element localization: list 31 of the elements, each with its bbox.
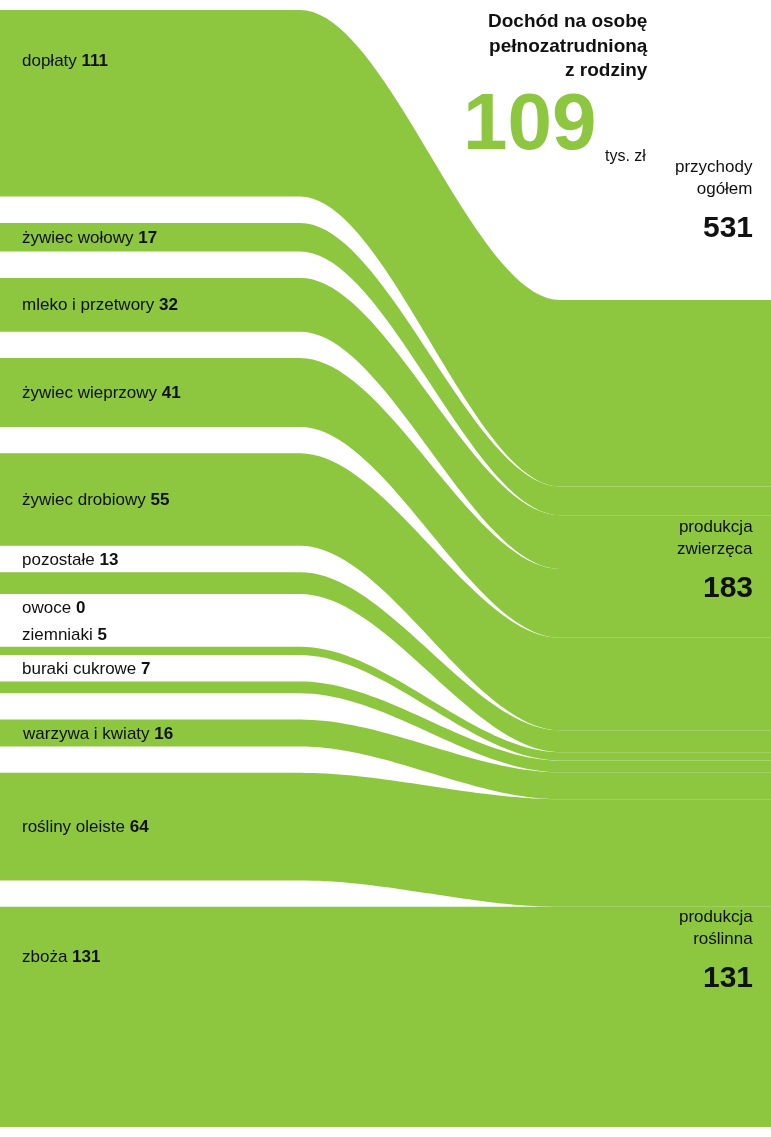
category-label: zboża [22,947,68,966]
data-label: 13 [99,550,119,569]
category-label: dopłaty [22,51,77,70]
data-label: 0 [75,598,86,617]
text: produkcja roślinna [679,907,754,949]
data-label: 41 [161,383,181,402]
data-label: 17 [138,228,158,247]
data-label: 5 [97,625,108,644]
data-label: 16 [154,724,174,743]
data-label: 32 [158,295,178,314]
category-label: żywiec wieprzowy [22,383,158,402]
category-label: rośliny oleiste [22,817,125,836]
category-label: żywiec wołowy [22,228,134,247]
data-label: 55 [150,490,170,509]
text: 531 [703,210,754,243]
data-label: 131 [72,947,101,966]
data-label: 64 [129,817,150,836]
text: przychody ogółem [675,157,753,199]
category-label: pozostałe [22,550,95,569]
text: tys. zł [605,147,647,164]
text: 131 [703,960,754,993]
category-label: ziemniaki [22,625,93,644]
category-label: buraki cukrowe [22,659,137,678]
category-label: żywiec drobiowy [22,490,146,509]
text: produkcja zwierzęca [677,517,754,559]
category-label: warzywa i kwiaty [23,724,150,743]
text: 183 [703,570,754,603]
category-label: mleko i przetwory [22,295,155,314]
data-label: 111 [81,51,109,70]
category-label: owoce [22,598,72,617]
data-label: 7 [141,659,151,678]
